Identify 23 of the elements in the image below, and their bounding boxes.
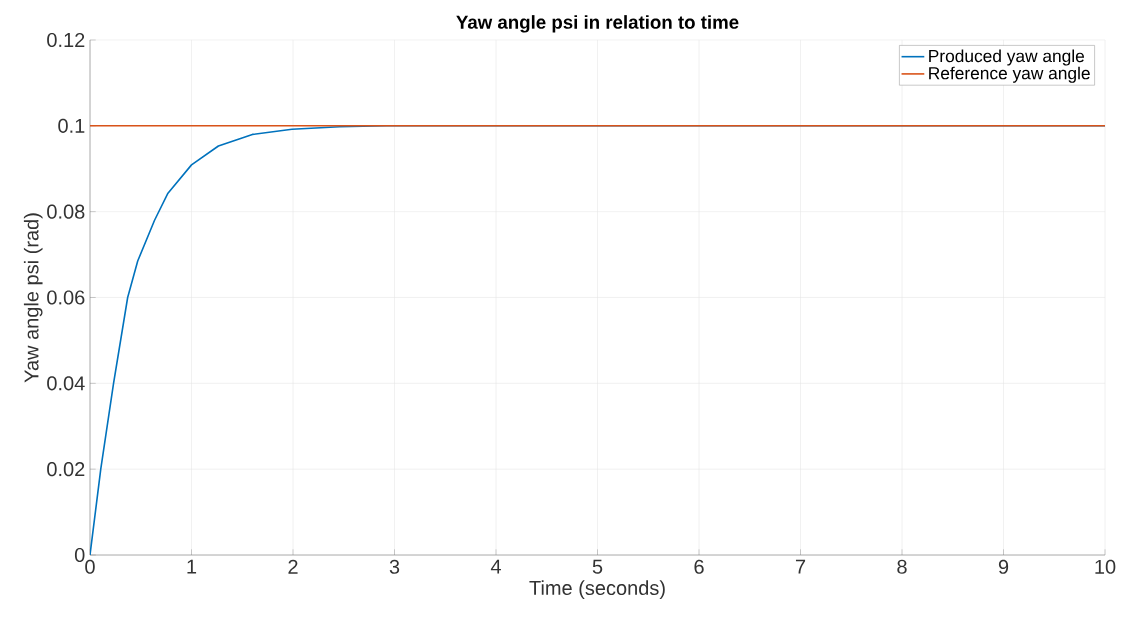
y-tick-label: 0 [74, 547, 85, 563]
x-tick-label: 9 [998, 559, 1009, 574]
y-tick-label: 0.06 [47, 290, 85, 305]
y-tick-label: 0.04 [47, 376, 85, 391]
x-tick-label: 1 [187, 559, 197, 574]
y-tick-label: 0.1 [58, 118, 85, 133]
x-tick-label: 10 [1095, 559, 1116, 574]
y-tick-label: 0.08 [47, 204, 85, 219]
legend-label: Produced yaw angle [929, 49, 1085, 66]
legend-label: Reference yaw angle [929, 66, 1090, 83]
y-tick-label: 0.12 [47, 32, 85, 48]
x-tick-label: 7 [795, 559, 806, 574]
y-axis-title: Yaw angle psi (rad) [23, 213, 43, 383]
x-axis-title: Time (seconds) [529, 580, 665, 599]
x-tick-label: 5 [592, 559, 603, 574]
x-tick-label: 2 [288, 559, 298, 574]
x-tick-label: 3 [389, 559, 400, 574]
x-tick-label: 8 [897, 559, 907, 574]
x-tick-label: 0 [85, 559, 95, 574]
y-tick-label: 0.02 [47, 462, 85, 477]
x-tick-label: 4 [490, 559, 501, 574]
x-tick-label: 6 [694, 559, 704, 574]
chart-title: Yaw angle psi in relation to time [456, 15, 739, 33]
